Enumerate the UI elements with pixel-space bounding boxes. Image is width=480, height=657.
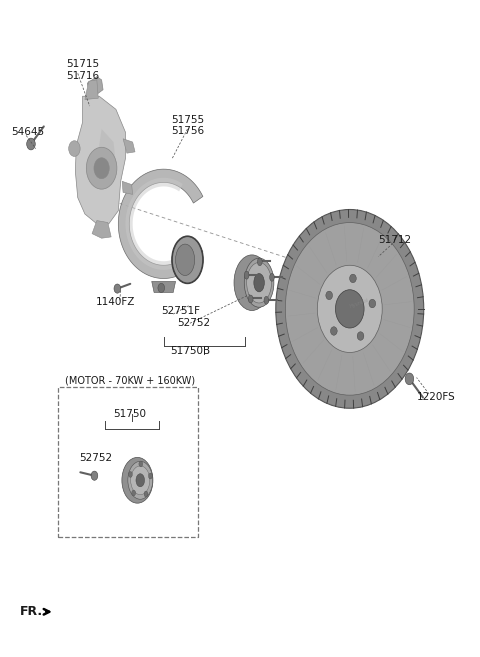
Ellipse shape: [285, 223, 414, 395]
Ellipse shape: [132, 490, 135, 496]
Ellipse shape: [326, 291, 333, 300]
Polygon shape: [87, 77, 103, 95]
Text: 51755
51756: 51755 51756: [171, 115, 204, 137]
Ellipse shape: [336, 290, 364, 328]
Ellipse shape: [244, 258, 274, 307]
Ellipse shape: [357, 332, 364, 340]
Circle shape: [86, 147, 117, 189]
Ellipse shape: [122, 457, 153, 503]
Text: 1220FS: 1220FS: [417, 392, 456, 402]
Ellipse shape: [254, 273, 264, 292]
Ellipse shape: [331, 327, 337, 335]
Ellipse shape: [128, 461, 153, 499]
Polygon shape: [152, 281, 176, 292]
Circle shape: [69, 141, 80, 156]
Ellipse shape: [349, 274, 356, 283]
Circle shape: [405, 373, 414, 385]
Circle shape: [158, 283, 165, 292]
Text: 52751F: 52751F: [161, 306, 200, 317]
Text: 52752: 52752: [177, 318, 210, 328]
Text: 1140FZ: 1140FZ: [96, 298, 135, 307]
Text: Hyundai: Hyundai: [349, 298, 370, 309]
Ellipse shape: [369, 300, 376, 307]
Circle shape: [91, 471, 98, 480]
Ellipse shape: [317, 265, 382, 352]
Ellipse shape: [172, 237, 203, 283]
Polygon shape: [75, 97, 125, 224]
Text: FR.: FR.: [20, 604, 43, 618]
Ellipse shape: [264, 296, 269, 304]
Polygon shape: [92, 221, 111, 238]
Text: 51750B: 51750B: [170, 346, 210, 356]
Text: 52752: 52752: [79, 453, 112, 463]
Ellipse shape: [188, 242, 197, 278]
Text: 51715
51716: 51715 51716: [66, 59, 99, 81]
Ellipse shape: [139, 461, 143, 467]
Polygon shape: [123, 139, 135, 153]
Polygon shape: [119, 169, 203, 279]
Text: (MOTOR - 70KW + 160KW): (MOTOR - 70KW + 160KW): [65, 376, 195, 386]
Ellipse shape: [248, 295, 253, 303]
Ellipse shape: [247, 262, 272, 303]
Text: 51750: 51750: [113, 409, 146, 419]
Ellipse shape: [148, 473, 152, 479]
Ellipse shape: [257, 258, 262, 265]
Ellipse shape: [129, 472, 132, 478]
Ellipse shape: [136, 474, 144, 487]
Ellipse shape: [234, 255, 270, 311]
Ellipse shape: [276, 210, 424, 408]
Polygon shape: [85, 80, 98, 99]
Ellipse shape: [244, 271, 249, 279]
Polygon shape: [122, 181, 132, 194]
Circle shape: [114, 284, 120, 293]
Polygon shape: [99, 129, 116, 185]
Circle shape: [94, 158, 109, 179]
Ellipse shape: [270, 273, 275, 281]
Circle shape: [27, 138, 35, 150]
Polygon shape: [125, 178, 183, 270]
Text: 54645: 54645: [11, 127, 44, 137]
Ellipse shape: [131, 466, 150, 495]
Text: 51712: 51712: [378, 235, 411, 245]
Ellipse shape: [144, 491, 148, 497]
Ellipse shape: [176, 244, 195, 275]
